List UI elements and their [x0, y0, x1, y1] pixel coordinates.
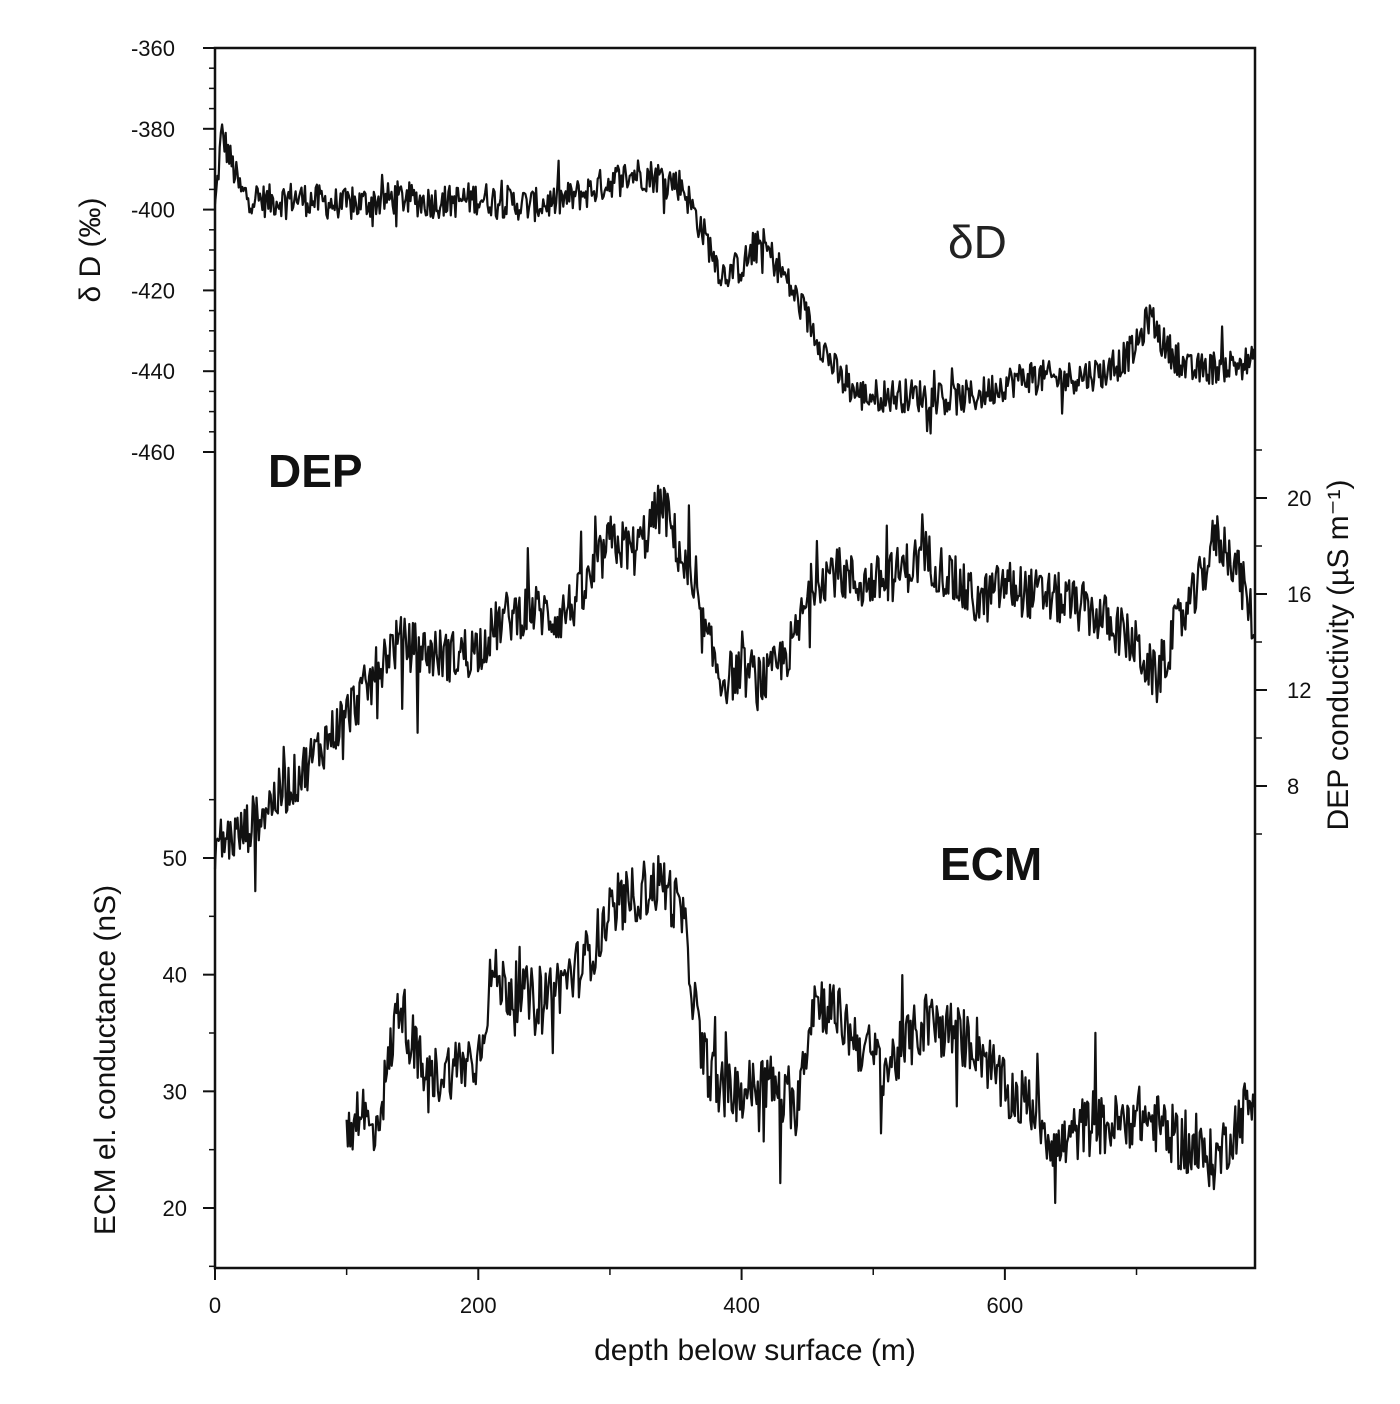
delta-d-tick-label: -400: [131, 198, 175, 223]
delta-d-tick-label: -440: [131, 359, 175, 384]
series-labels: δD DEP ECM: [268, 216, 1042, 890]
delta-d-tick-label: -380: [131, 117, 175, 142]
dep-tick-label: 12: [1287, 678, 1311, 703]
dep-tick-label: 16: [1287, 582, 1311, 607]
ecm-tick-label: 40: [163, 963, 187, 988]
series-line-ecm: [345, 854, 1256, 1205]
tick-labels: 0 200 400 600 -360 -380 -400 -420 -440 -460 8 12 16 2…: [131, 36, 1312, 1318]
ecm-tick-label: 20: [163, 1196, 187, 1221]
series-label-delta-d: δD: [948, 216, 1007, 268]
delta-d-tick-label: -360: [131, 36, 175, 61]
ecm-axis-title: ECM el. conductance (nS): [89, 885, 122, 1235]
series-line-delta-d: [213, 123, 1256, 435]
x-axis-title: depth below surface (m): [594, 1334, 916, 1367]
series-lines: [213, 123, 1256, 1205]
series-label-dep: DEP: [268, 445, 363, 497]
dep-tick-label: 8: [1287, 774, 1299, 799]
axis-titles: depth below surface (m) δ D (‰) ECM el. co…: [74, 197, 1355, 1367]
plot-border: [213, 46, 1257, 1270]
x-tick-label: 400: [723, 1293, 760, 1318]
series-line-dep: [213, 484, 1256, 893]
ecm-tick-label: 30: [163, 1079, 187, 1104]
axis-ticks: [203, 47, 1267, 1280]
dep-axis-title: DEP conductivity (µS m⁻¹): [1322, 480, 1355, 831]
ecm-tick-label: 50: [163, 846, 187, 871]
x-tick-label: 0: [209, 1293, 221, 1318]
delta-d-tick-label: -460: [131, 440, 175, 465]
x-tick-label: 200: [460, 1293, 497, 1318]
delta-d-axis-title: δ D (‰): [74, 197, 107, 302]
delta-d-tick-label: -420: [131, 278, 175, 303]
plot-frame: [213, 46, 1257, 1270]
series-label-ecm: ECM: [940, 838, 1042, 890]
x-tick-label: 600: [987, 1293, 1024, 1318]
dep-tick-label: 20: [1287, 486, 1311, 511]
